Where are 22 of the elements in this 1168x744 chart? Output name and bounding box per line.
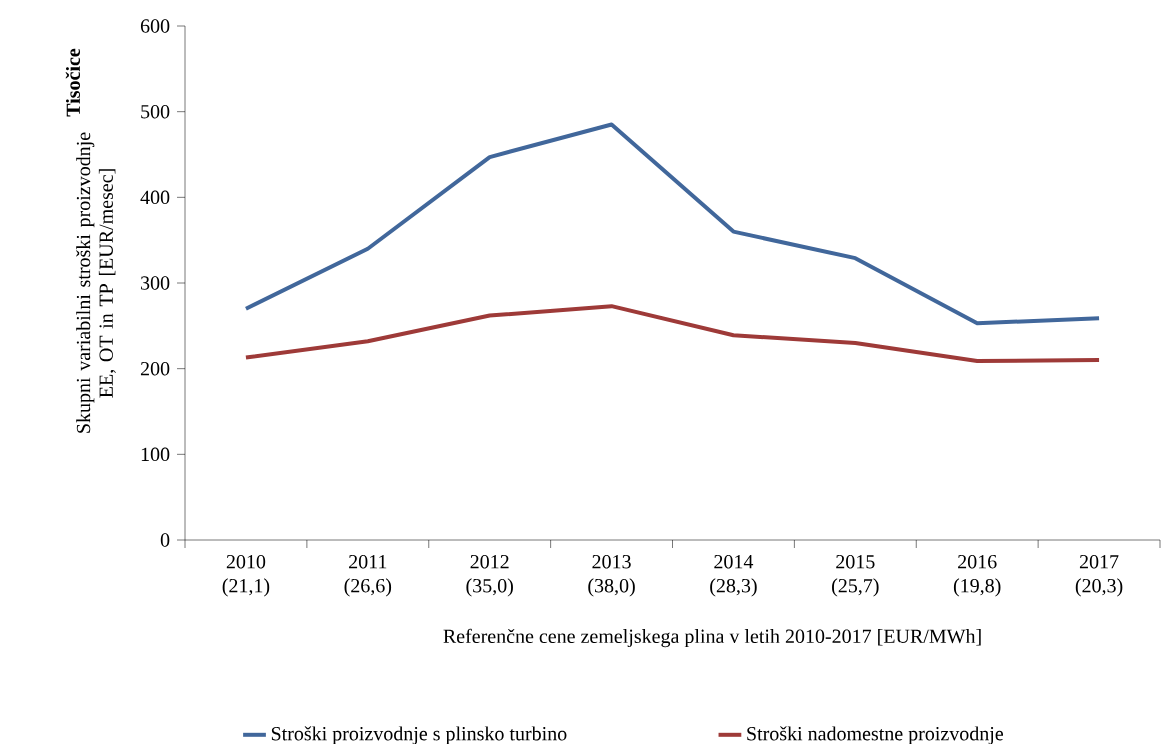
y-tick-label: 200 [140,361,170,376]
x-tick-label: 2017 (20,3) [1075,554,1123,597]
x-tick-label: 2010 (21,1) [222,554,270,597]
y-axis-title: Skupni variabilni stroški proizvodnje EE, OT in TP [EUR/mesec] [76,132,116,433]
x-axis-title: Referenčne cene zemeljskega plina v letih 2010-2017 [EUR/MWh] [443,628,981,648]
y-tick-label: 400 [140,190,170,205]
x-tick-label: 2015 (25,7) [832,554,879,597]
x-tick-label: 2013 (38,0) [588,554,635,597]
x-tick-label: 2014 (28,3) [710,554,757,597]
x-tick-label: 2011 (26,6) [344,554,392,597]
y-tick-label: 300 [141,276,170,290]
y-tick-label: 500 [141,104,170,119]
legend-label: Stroški proizvodnje s plinsko turbino [271,726,567,744]
y-tick-label: 600 [140,19,170,33]
text: Tisočice [65,48,81,117]
x-tick-label: 2016 (19,8) [953,554,1001,597]
legend-label: Stroški nadomestne proizvodnje [747,726,1004,744]
line-series [243,122,1102,326]
y-tick-label: 0 [160,533,170,547]
y-tick-label: 100 [141,447,170,462]
line-series [243,304,1102,363]
x-tick-label: 2012 (35,0) [466,554,513,597]
